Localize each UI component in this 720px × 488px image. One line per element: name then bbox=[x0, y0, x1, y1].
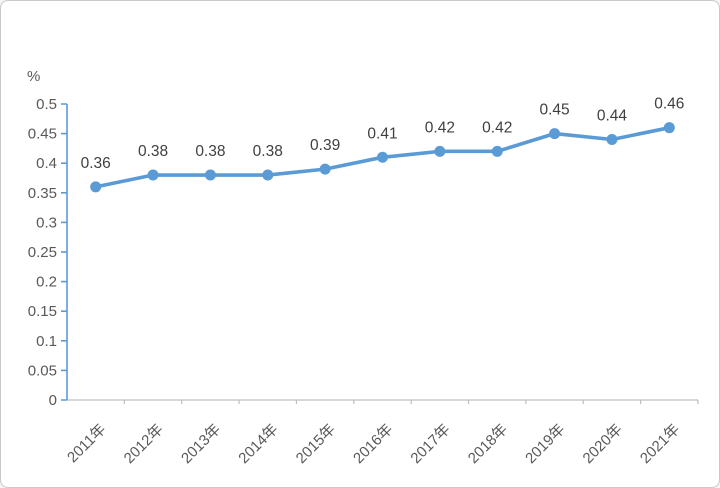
data-point-label: 0.38 bbox=[195, 143, 225, 160]
data-point-marker bbox=[377, 151, 388, 163]
data-point-label: 0.38 bbox=[138, 143, 168, 160]
x-axis-tick-label: 2016年 bbox=[350, 421, 396, 467]
y-axis-tick-label: 0.15 bbox=[28, 303, 57, 320]
data-point-marker bbox=[491, 145, 503, 157]
data-point-marker bbox=[549, 128, 561, 140]
y-axis-tick-label: 0 bbox=[49, 392, 57, 409]
y-axis-tick-label: 0.45 bbox=[28, 126, 57, 143]
data-point-label: 0.42 bbox=[482, 119, 512, 136]
x-axis-tick-label: 2017年 bbox=[407, 421, 453, 467]
y-axis-tick-label: 0.3 bbox=[36, 214, 57, 231]
y-axis-tick-label: 0.35 bbox=[28, 185, 57, 202]
x-axis-tick-label: 2014年 bbox=[235, 421, 281, 467]
data-point-marker bbox=[319, 163, 331, 175]
x-axis-tick-label: 2011年 bbox=[64, 421, 109, 466]
data-point-label: 0.39 bbox=[310, 137, 340, 154]
data-point-label: 0.46 bbox=[654, 96, 684, 113]
y-axis-tick-label: 0.5 bbox=[36, 96, 57, 113]
x-axis-tick-label: 2020年 bbox=[580, 421, 626, 467]
data-point-marker bbox=[262, 169, 274, 181]
data-point-label: 0.45 bbox=[540, 102, 570, 119]
data-point-label: 0.36 bbox=[81, 155, 111, 172]
data-point-label: 0.38 bbox=[253, 143, 283, 160]
x-axis-tick-label: 2013年 bbox=[178, 421, 224, 467]
y-axis-tick-label: 0.25 bbox=[28, 244, 57, 261]
data-point-marker bbox=[204, 169, 216, 181]
y-axis-tick-label: 0.4 bbox=[36, 155, 57, 172]
y-axis-tick-label: 0.05 bbox=[28, 362, 57, 379]
data-point-label: 0.42 bbox=[425, 119, 455, 136]
y-axis-tick-label: 0.2 bbox=[36, 274, 57, 291]
data-point-label: 0.44 bbox=[597, 108, 628, 125]
x-axis-tick-label: 2019年 bbox=[522, 421, 568, 467]
data-point-label: 0.41 bbox=[367, 125, 397, 142]
data-point-marker bbox=[90, 181, 102, 193]
data-point-marker bbox=[434, 145, 446, 157]
x-axis-tick-label: 2012年 bbox=[121, 421, 167, 467]
data-point-marker bbox=[663, 122, 675, 134]
data-point-marker bbox=[606, 134, 618, 146]
data-point-marker bbox=[147, 169, 159, 181]
x-axis-tick-label: 2015年 bbox=[293, 421, 339, 467]
y-axis-tick-label: 0.1 bbox=[36, 333, 57, 350]
x-axis-tick-label: 2021年 bbox=[637, 421, 683, 467]
y-axis-unit-label: % bbox=[27, 68, 40, 85]
x-axis-tick-label: 2018年 bbox=[465, 421, 511, 467]
